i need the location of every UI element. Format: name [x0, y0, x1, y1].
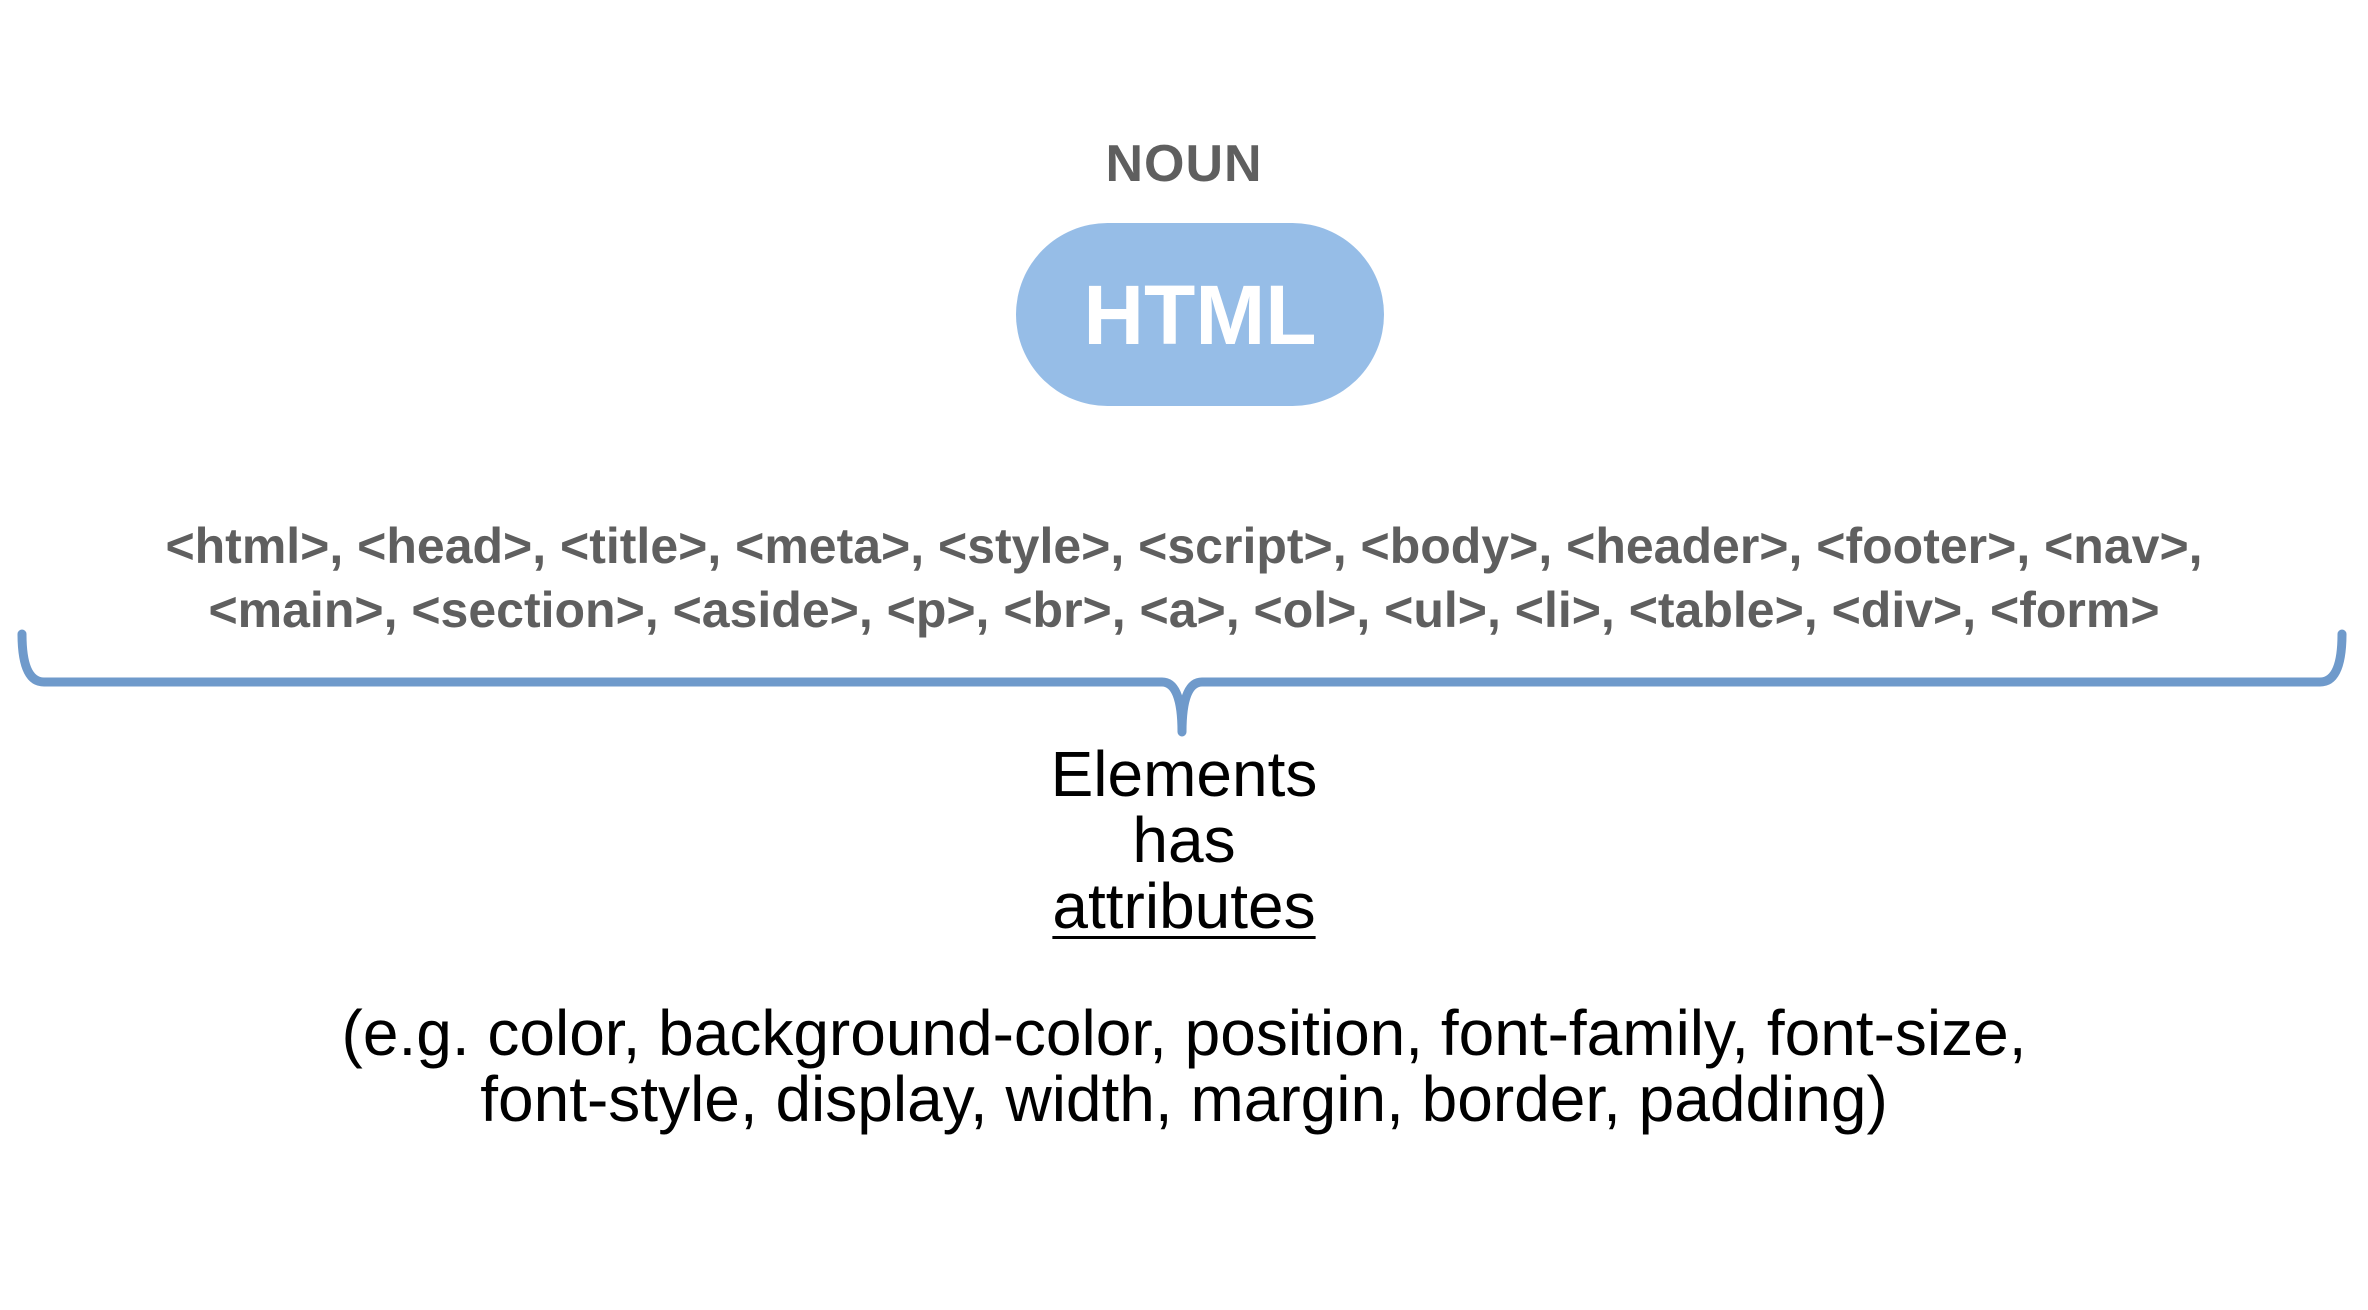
tag-list-line-1: <html>, <head>, <title>, <meta>, <style>… [165, 518, 2203, 574]
html-pill: HTML [1016, 223, 1384, 406]
attributes-word: attributes [1052, 870, 1316, 942]
tag-list: <html>, <head>, <title>, <meta>, <style>… [0, 514, 2368, 642]
attribute-examples: (e.g. color, background-color, position,… [0, 1000, 2368, 1132]
attribute-examples-line-2: font-style, display, width, margin, bord… [480, 1063, 1888, 1135]
has-word: has [1132, 804, 1236, 876]
tag-list-line-2: <main>, <section>, <aside>, <p>, <br>, <… [208, 582, 2160, 638]
attribute-examples-line-1: (e.g. color, background-color, position,… [341, 997, 2027, 1069]
html-pill-label: HTML [1083, 267, 1317, 362]
elements-caption: Elements has attributes [0, 741, 2368, 939]
noun-label: NOUN [1105, 135, 1263, 193]
elements-word: Elements [1050, 738, 1318, 810]
curly-brace-icon [17, 629, 2347, 737]
